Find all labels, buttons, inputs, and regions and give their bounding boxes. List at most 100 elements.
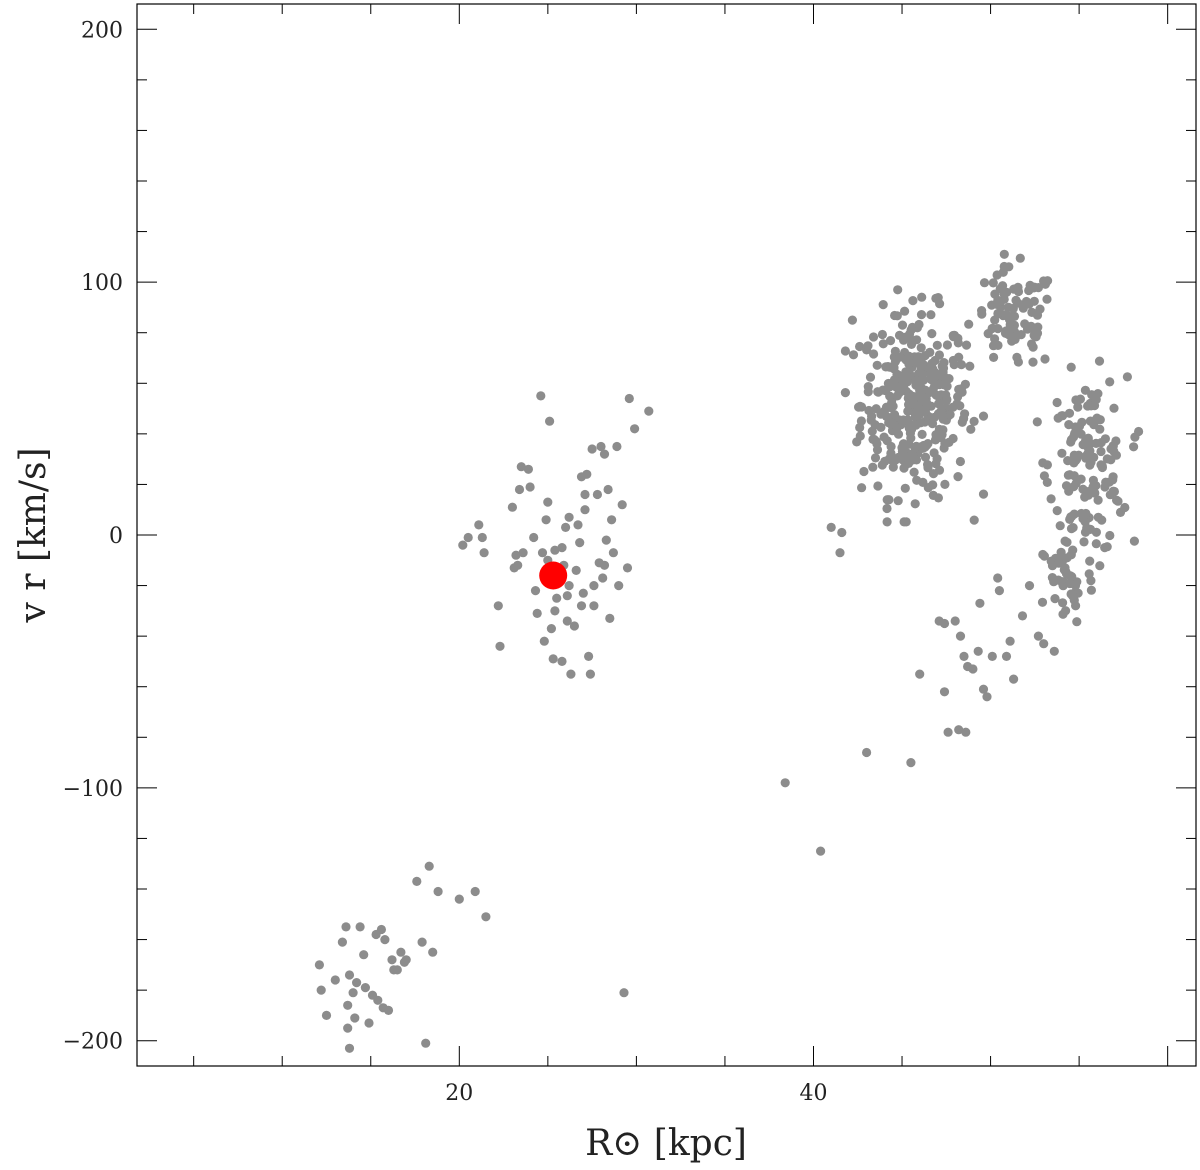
data-point (940, 439, 950, 449)
data-point (321, 1010, 332, 1021)
data-point (961, 727, 971, 737)
data-point (1076, 474, 1086, 484)
data-point (869, 349, 879, 359)
data-point (1058, 598, 1068, 608)
data-point (867, 426, 877, 436)
data-point (965, 361, 975, 371)
x-axis-label: R⊙ [kpc] (585, 1123, 747, 1164)
data-point (545, 416, 555, 426)
data-point (948, 330, 958, 341)
data-point (433, 886, 443, 897)
data-point (878, 339, 888, 349)
data-point (550, 545, 560, 555)
data-point (513, 560, 523, 570)
data-point (622, 563, 633, 573)
highlight-points (539, 561, 568, 590)
data-point (917, 292, 927, 302)
data-point (598, 573, 608, 583)
data-point (1013, 282, 1023, 292)
data-point (1029, 296, 1039, 306)
data-point (899, 463, 909, 473)
data-point (899, 332, 909, 342)
data-point (1058, 609, 1068, 619)
data-point (780, 778, 790, 788)
data-point (1052, 506, 1062, 516)
data-point (935, 299, 945, 309)
data-point (978, 489, 989, 499)
data-point (396, 947, 406, 957)
data-point (566, 669, 576, 679)
data-point (1042, 460, 1052, 470)
data-points (314, 249, 1144, 1053)
data-point (886, 441, 896, 452)
data-point (557, 656, 567, 667)
axis-ticks (137, 4, 1196, 1066)
data-point (1065, 578, 1075, 589)
data-point (961, 340, 972, 350)
data-point (979, 278, 990, 288)
data-point (1120, 502, 1130, 513)
data-point (927, 419, 938, 429)
data-point (1061, 567, 1071, 577)
data-point (1047, 573, 1057, 583)
data-point (932, 340, 942, 350)
data-point (550, 606, 560, 616)
data-point (401, 955, 411, 965)
data-point (918, 393, 928, 404)
data-point (514, 484, 525, 495)
data-point (1105, 377, 1115, 387)
data-point (1089, 487, 1099, 497)
data-point (458, 540, 468, 550)
data-point (995, 284, 1005, 294)
data-point (892, 423, 902, 433)
data-point (975, 598, 985, 608)
data-point (1003, 329, 1014, 340)
data-point (894, 384, 904, 394)
data-point (882, 503, 892, 514)
data-point (576, 601, 587, 611)
data-point (863, 382, 873, 392)
data-point (543, 497, 553, 507)
data-point (376, 924, 386, 935)
data-point (619, 988, 629, 998)
data-point (1072, 617, 1082, 627)
data-point (1057, 448, 1067, 458)
data-point (587, 444, 597, 454)
data-point (541, 515, 551, 525)
data-point (573, 520, 583, 530)
data-point (916, 310, 927, 320)
data-point (1089, 420, 1099, 430)
data-point (932, 454, 942, 464)
data-point (990, 315, 1000, 325)
data-point (925, 347, 935, 357)
data-point (392, 965, 402, 975)
data-point (1076, 508, 1086, 519)
data-point (847, 315, 858, 325)
data-point (912, 335, 922, 345)
data-point (888, 462, 898, 472)
highlight-point (539, 561, 568, 590)
data-point (1040, 354, 1050, 364)
data-point (350, 1013, 360, 1023)
data-point (1032, 417, 1042, 427)
data-point (955, 456, 966, 467)
data-point (968, 664, 978, 674)
data-point (564, 512, 574, 522)
data-point (614, 581, 624, 591)
data-point (1064, 420, 1074, 430)
data-point (561, 522, 571, 533)
data-point (977, 306, 987, 316)
data-point (940, 479, 950, 489)
data-point (953, 472, 963, 482)
data-point (1111, 450, 1121, 460)
data-point (474, 520, 484, 530)
data-point (1060, 536, 1070, 546)
data-point (950, 616, 960, 626)
data-point (944, 374, 954, 384)
data-point (511, 550, 521, 560)
data-point (893, 496, 903, 506)
data-point (507, 502, 517, 512)
x-tick-label: 20 (445, 1081, 473, 1106)
data-point (990, 334, 1000, 344)
data-point (330, 975, 340, 985)
